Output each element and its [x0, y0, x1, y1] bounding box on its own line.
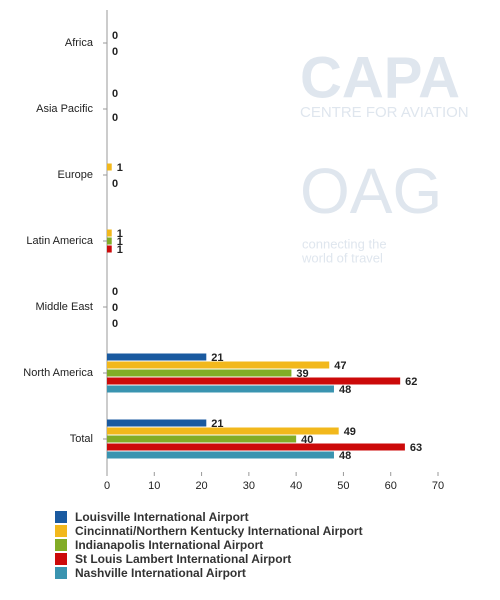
x-tick-label: 50 [337, 480, 349, 492]
bar [107, 361, 330, 369]
bar [107, 443, 405, 451]
value-label: 49 [344, 426, 356, 438]
value-label: 1 [117, 236, 123, 248]
legend-label: Nashville International Airport [75, 566, 246, 580]
legend-swatch [55, 567, 67, 579]
legend-swatch [55, 539, 67, 551]
legend-swatch [55, 525, 67, 537]
bar [107, 353, 207, 361]
x-tick-label: 40 [290, 480, 302, 492]
y-tick-label: Africa [65, 37, 94, 49]
bar [107, 237, 112, 245]
bar [107, 427, 339, 435]
x-tick-label: 30 [243, 480, 255, 492]
value-label: 0 [112, 30, 118, 42]
watermark: connecting the [302, 236, 387, 251]
legend-swatch [55, 553, 67, 565]
legend-label: Cincinnati/Northern Kentucky Internation… [75, 524, 363, 538]
bar [107, 245, 112, 253]
y-tick-label: Middle East [36, 301, 93, 313]
value-label: 0 [112, 178, 118, 190]
watermark: OAG [300, 155, 442, 227]
value-label: 48 [339, 384, 351, 396]
value-label: 63 [410, 442, 422, 454]
bar [107, 369, 292, 377]
watermark: world of travel [301, 250, 383, 265]
value-label: 0 [112, 88, 118, 100]
x-tick-label: 0 [104, 480, 110, 492]
value-label: 0 [112, 46, 118, 58]
x-tick-label: 10 [148, 480, 160, 492]
value-label: 1 [117, 162, 123, 174]
value-label: 1 [117, 244, 123, 256]
value-label: 0 [112, 286, 118, 298]
value-label: 0 [112, 112, 118, 124]
y-tick-label: Latin America [26, 235, 94, 247]
watermark: CAPA [300, 45, 460, 110]
y-tick-label: Total [70, 433, 93, 445]
y-tick-label: Europe [58, 169, 93, 181]
watermark: CENTRE FOR AVIATION [300, 104, 469, 121]
value-label: 48 [339, 450, 351, 462]
value-label: 40 [301, 434, 313, 446]
value-label: 62 [405, 376, 417, 388]
x-tick-label: 60 [385, 480, 397, 492]
x-tick-label: 20 [195, 480, 207, 492]
bar [107, 419, 207, 427]
y-tick-label: North America [23, 367, 94, 379]
legend-swatch [55, 511, 67, 523]
bar [107, 377, 401, 385]
legend-label: St Louis Lambert International Airport [75, 552, 291, 566]
value-label: 47 [334, 360, 346, 372]
bar [107, 229, 112, 237]
value-label: 39 [296, 368, 308, 380]
value-label: 21 [211, 352, 223, 364]
x-tick-label: 70 [432, 480, 444, 492]
bar [107, 385, 334, 393]
legend-label: Louisville International Airport [75, 510, 249, 524]
bar [107, 435, 297, 443]
bar [107, 451, 334, 459]
y-tick-label: Asia Pacific [36, 103, 93, 115]
value-label: 0 [112, 318, 118, 330]
value-label: 21 [211, 418, 223, 430]
value-label: 1 [117, 228, 123, 240]
legend-label: Indianapolis International Airport [75, 538, 263, 552]
bar [107, 163, 112, 171]
value-label: 0 [112, 302, 118, 314]
